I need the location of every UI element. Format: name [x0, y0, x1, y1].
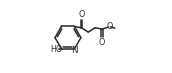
Text: N: N [71, 46, 78, 55]
Text: HO: HO [50, 45, 62, 54]
Text: O: O [107, 22, 113, 31]
Text: O: O [99, 38, 105, 47]
Text: O: O [78, 10, 84, 19]
